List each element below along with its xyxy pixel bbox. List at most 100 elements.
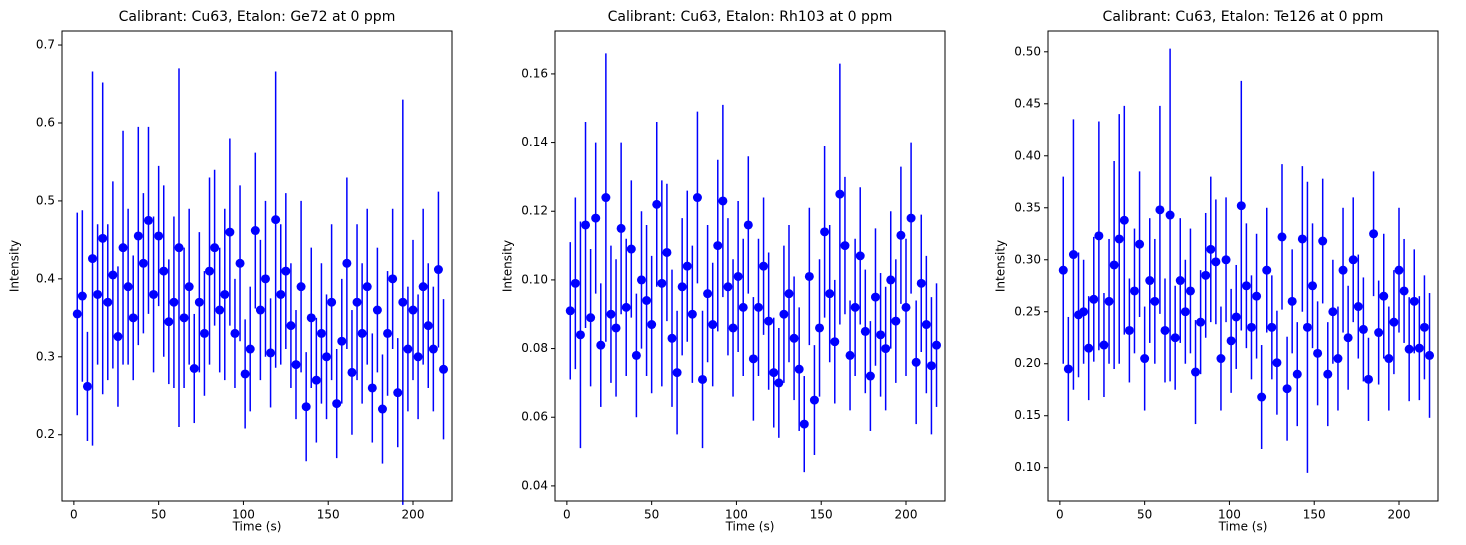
y-tick-label: 0.12 [521,204,548,218]
data-point [738,302,748,312]
data-point [169,297,179,307]
data-point [1160,325,1170,335]
data-point [352,297,362,307]
data-point [301,402,311,412]
data-point [72,309,82,319]
data-point [103,297,113,307]
data-point [657,278,667,288]
y-tick-label: 0.5 [36,193,55,207]
x-tick-label: 0 [563,508,571,522]
data-point [784,289,794,299]
data-point [1191,367,1201,377]
data-point [698,374,708,384]
data-point [398,297,408,307]
data-point [830,337,840,347]
data-point [845,350,855,360]
data-point [393,388,403,398]
data-point [723,282,733,292]
data-point [210,243,220,253]
data-point [1236,201,1246,211]
y-tick-label: 0.04 [521,478,548,492]
data-point [108,270,118,280]
data-point [1425,350,1435,360]
y-tick-label: 0.6 [36,115,55,129]
data-point [1104,296,1114,306]
data-point [1079,307,1089,317]
data-point [362,282,372,292]
data-point [804,271,814,281]
data-point [413,352,423,362]
data-point [1196,317,1206,327]
data-point [1211,257,1221,267]
data-point [652,199,662,209]
data-point [1140,354,1150,364]
data-point [779,309,789,319]
y-tick-label: 0.16 [521,66,548,80]
x-tick-label: 200 [402,508,425,522]
data-point [1308,281,1318,291]
data-point [753,302,763,312]
data-point [601,193,611,203]
data-point [194,297,204,307]
data-point [189,363,199,373]
data-point [1063,364,1073,374]
y-axis-label: Intensity [994,240,1008,292]
data-point [1150,296,1160,306]
data-point [703,289,713,299]
y-tick-label: 0.10 [1014,460,1041,474]
data-point [1252,291,1262,301]
data-point [891,316,901,326]
y-tick-label: 0.35 [1014,200,1041,214]
axes-frame [61,30,453,502]
data-point [1313,348,1323,358]
data-point [311,375,321,385]
y-tick-label: 0.4 [36,271,55,285]
x-tick-label: 100 [232,508,255,522]
y-tick-label: 0.50 [1014,44,1041,58]
axes-frame [1047,30,1439,502]
data-point [764,316,774,326]
x-tick-label: 0 [1056,508,1064,522]
data-point [682,261,692,271]
data-point [667,333,677,343]
data-point [1231,312,1241,322]
data-point [1267,322,1277,332]
data-point [906,213,916,223]
data-point [439,364,449,374]
data-point [1302,322,1312,332]
data-point [255,305,265,315]
y-tick-label: 0.45 [1014,96,1041,110]
data-point [911,357,921,367]
y-tick-label: 0.06 [521,410,548,424]
data-point [1068,250,1078,260]
y-axis-label: Intensity [8,240,22,292]
data-point [835,189,845,199]
data-point [433,265,443,275]
data-point [677,282,687,292]
x-tick-label: 50 [1137,508,1152,522]
data-point [367,383,377,393]
data-point [1206,244,1216,254]
data-point [220,289,230,299]
data-point [1094,231,1104,241]
data-point [332,399,342,409]
data-point [855,251,865,261]
data-point [1221,255,1231,265]
data-point [1343,333,1353,343]
data-point [1297,234,1307,244]
data-point [733,271,743,281]
data-point [179,313,189,323]
data-point [631,350,641,360]
y-tick-label: 0.30 [1014,252,1041,266]
data-point [1358,324,1368,334]
data-point [1399,286,1409,296]
data-point [1338,265,1348,275]
data-point [418,282,428,292]
data-point [174,243,184,253]
data-point [347,367,357,377]
data-point [88,254,98,264]
data-point [1175,276,1185,286]
data-point [743,220,753,230]
x-tick-label: 0 [70,508,78,522]
